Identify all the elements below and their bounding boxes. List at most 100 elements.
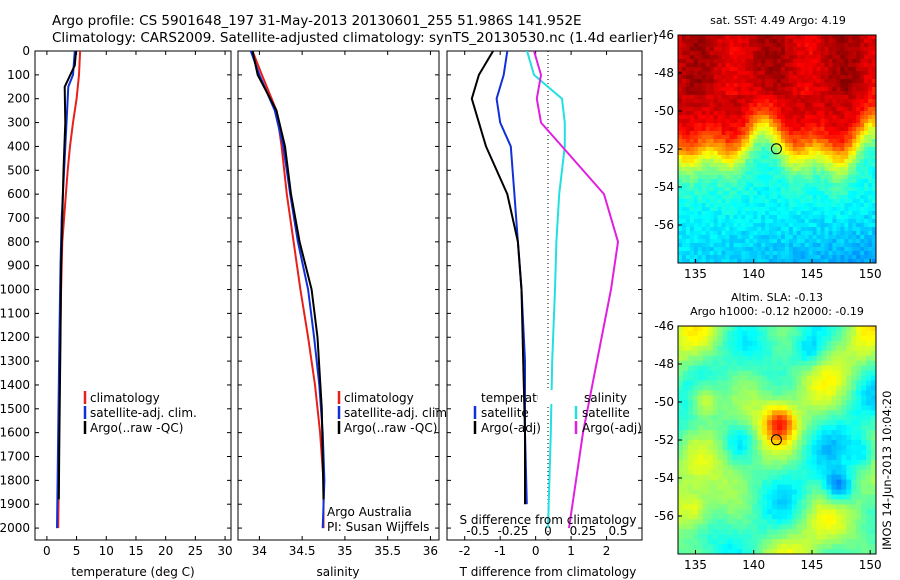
heatmap-cell xyxy=(717,99,722,104)
heatmap-cell xyxy=(851,479,857,486)
heatmap-cell xyxy=(753,183,758,188)
heatmap-cell xyxy=(786,514,793,520)
heatmap-cell xyxy=(713,187,718,192)
heatmap-cell xyxy=(697,71,703,76)
heatmap-cell xyxy=(781,360,788,367)
temperature-xlabel: temperature (deg C) xyxy=(71,565,194,579)
heatmap-cell xyxy=(681,171,687,176)
heatmap-cell xyxy=(717,440,723,446)
heatmap-cell xyxy=(816,231,821,236)
heatmap-cell xyxy=(828,103,833,108)
heatmap-cell xyxy=(692,479,699,486)
heatmap-cell xyxy=(821,415,827,421)
heatmap-cell xyxy=(806,489,813,495)
heatmap-cell xyxy=(753,223,758,228)
heatmap-cell xyxy=(742,489,748,495)
heatmap-cell xyxy=(840,187,845,192)
heatmap-cell xyxy=(824,179,829,184)
x-tick-label: 34.5 xyxy=(289,544,316,558)
heatmap-cell xyxy=(687,370,694,376)
heatmap-cell xyxy=(773,239,778,244)
heatmap-cell xyxy=(697,219,703,224)
heatmap-cell xyxy=(741,55,746,60)
heatmap-cell xyxy=(697,259,703,264)
heatmap-cell xyxy=(745,119,750,124)
heatmap-cell xyxy=(808,103,814,108)
heatmap-cell xyxy=(856,127,861,132)
heatmap-cell xyxy=(767,326,773,332)
heatmap-cell xyxy=(866,405,872,411)
heatmap-cell xyxy=(831,435,837,441)
heatmap-cell xyxy=(781,519,788,525)
heatmap-cell xyxy=(844,143,849,148)
heatmap-cell xyxy=(861,544,867,550)
heatmap-cell xyxy=(757,191,762,196)
heatmap-cell xyxy=(792,71,798,76)
heatmap-cell xyxy=(812,163,817,168)
heatmap-cell xyxy=(749,219,754,224)
heatmap-cell xyxy=(687,509,694,515)
heatmap-cell xyxy=(841,474,847,481)
heatmap-cell xyxy=(796,375,803,381)
heatmap-cell xyxy=(836,420,842,426)
heatmap-cell xyxy=(737,259,742,264)
heatmap-cell xyxy=(729,119,734,124)
heatmap-cell xyxy=(709,247,715,252)
heatmap-cell xyxy=(729,99,734,104)
heatmap-cell xyxy=(828,223,833,228)
heatmap-cell xyxy=(861,335,867,342)
heatmap-cell xyxy=(777,243,782,248)
heatmap-cell xyxy=(820,239,825,244)
heatmap-cell xyxy=(824,103,829,108)
heatmap-cell xyxy=(831,524,837,530)
heatmap-cell xyxy=(741,39,746,44)
heatmap-cell xyxy=(742,544,748,550)
heatmap-cell xyxy=(796,504,803,510)
heatmap-cell xyxy=(717,326,723,332)
heatmap-cell xyxy=(741,139,746,144)
heatmap-cell xyxy=(753,155,758,160)
heatmap-cell xyxy=(737,494,743,500)
heatmap-cell xyxy=(749,119,754,124)
heatmap-cell xyxy=(777,135,782,140)
heatmap-cell xyxy=(824,211,829,216)
heatmap-cell xyxy=(765,75,770,80)
heatmap-cell xyxy=(816,215,821,220)
heatmap-cell xyxy=(757,243,762,248)
heatmap-cell xyxy=(796,143,802,148)
heatmap-cell xyxy=(722,370,728,376)
heatmap-cell xyxy=(745,39,750,44)
heatmap-cell xyxy=(800,231,806,236)
heatmap-cell xyxy=(816,99,821,104)
heatmap-cell xyxy=(761,51,766,56)
y-tick-label: 1200 xyxy=(0,330,30,344)
heatmap-cell xyxy=(717,135,722,140)
heatmap-cell xyxy=(841,345,847,352)
heatmap-cell xyxy=(687,489,694,495)
heatmap-cell xyxy=(868,43,873,48)
heatmap-cell xyxy=(741,131,746,136)
heatmap-cell xyxy=(713,259,718,264)
heatmap-cell xyxy=(866,440,872,446)
heatmap-cell xyxy=(796,43,802,48)
heatmap-cell xyxy=(820,103,825,108)
heatmap-cell xyxy=(831,400,837,406)
heatmap-cell xyxy=(689,175,695,180)
heatmap-cell xyxy=(824,151,829,156)
heatmap-cell xyxy=(856,474,862,481)
heatmap-cell xyxy=(871,375,877,381)
heatmap-cell xyxy=(780,63,786,68)
heatmap-cell xyxy=(808,55,814,60)
heatmap-cell xyxy=(791,345,798,352)
heatmap-cell xyxy=(796,340,803,347)
heatmap-cell xyxy=(693,127,699,132)
heatmap-cell xyxy=(733,83,738,88)
heatmap-cell xyxy=(682,385,689,391)
heatmap-cell xyxy=(753,87,758,92)
heatmap-cell xyxy=(678,247,683,252)
heatmap-cell xyxy=(816,187,821,192)
heatmap-cell xyxy=(836,395,842,401)
heatmap-cell xyxy=(737,479,743,486)
heatmap-cell xyxy=(737,430,743,436)
heatmap-cell xyxy=(816,259,821,264)
